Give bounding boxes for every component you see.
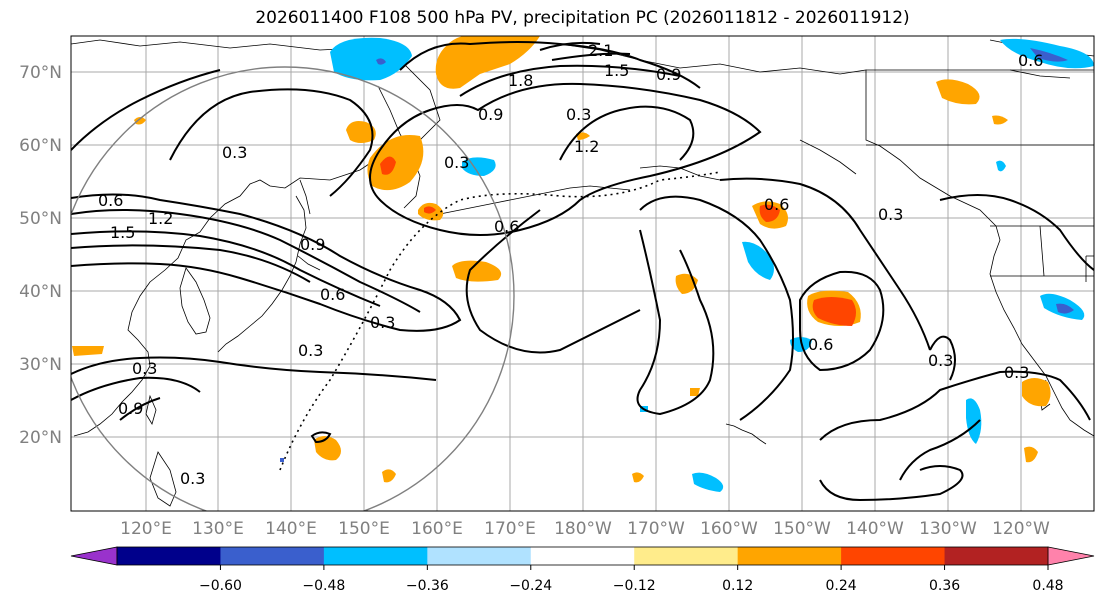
latitude-labels: 70°N 60°N 50°N 40°N 30°N 20°N xyxy=(19,63,62,448)
lon-label: 140°W xyxy=(846,519,904,539)
lon-label: 150°W xyxy=(773,519,831,539)
contour-label: 1.2 xyxy=(574,137,599,156)
colorbar-segment xyxy=(737,547,842,565)
lon-label: 130°W xyxy=(919,519,977,539)
contour-label: 0.9 xyxy=(478,105,503,124)
lon-label: 170°W xyxy=(627,519,685,539)
contour-label: 2.1 xyxy=(588,41,613,60)
colorbar-segment xyxy=(841,547,946,565)
lon-label: 120°W xyxy=(992,519,1050,539)
dotted-track xyxy=(279,171,721,471)
lon-label: 160°W xyxy=(700,519,758,539)
colorbar-segment xyxy=(427,547,532,565)
colorbar-segment xyxy=(530,547,635,565)
colorbar-tick-label: 0.24 xyxy=(826,578,857,594)
lat-label: 70°N xyxy=(19,63,62,83)
contour-label: 0.3 xyxy=(928,351,953,370)
lon-label: 170°E xyxy=(484,519,536,539)
lat-label: 40°N xyxy=(19,282,62,302)
pv-contours xyxy=(71,41,1094,502)
contour-label: 0.6 xyxy=(1018,51,1043,70)
colorbar-tick-label: −0.36 xyxy=(406,578,449,594)
colorbar-over-triangle xyxy=(1047,546,1095,566)
colorbar-tick-label: −0.24 xyxy=(509,578,552,594)
gridlines xyxy=(71,36,1094,511)
contour-label: 0.9 xyxy=(656,65,681,84)
colorbar-tick-label: 0.36 xyxy=(929,578,960,594)
colorbar-tick-label: −0.60 xyxy=(199,578,242,594)
contour-label: 0.3 xyxy=(878,205,903,224)
contour-label: 0.9 xyxy=(118,399,143,418)
colorbar-tick-label: −0.48 xyxy=(302,578,345,594)
lat-label: 30°N xyxy=(19,355,62,375)
contour-labels: 2.1 1.8 1.5 1.2 0.9 0.6 1.2 1.5 0.9 0.6 … xyxy=(98,41,1043,488)
colorbar-segment xyxy=(117,547,221,565)
contour-label: 0.3 xyxy=(180,469,205,488)
colorbar-segment xyxy=(220,547,325,565)
lat-label: 60°N xyxy=(19,136,62,156)
lat-label: 50°N xyxy=(19,209,62,229)
colorbar-under-triangle xyxy=(70,546,118,566)
lon-label: 140°E xyxy=(265,519,317,539)
lon-label: 160°E xyxy=(411,519,463,539)
longitude-labels: 120°E 130°E 140°E 150°E 160°E 170°E 180°… xyxy=(120,519,1050,539)
contour-label: 0.9 xyxy=(300,235,325,254)
contour-label: 0.6 xyxy=(764,195,789,214)
contour-label: 0.6 xyxy=(494,217,519,236)
range-circle xyxy=(71,66,515,511)
coastlines xyxy=(71,39,1094,507)
colorbar-tick-label: −0.12 xyxy=(613,578,656,594)
colorbar-tick-label: 0.12 xyxy=(722,578,753,594)
lon-label: 130°E xyxy=(192,519,244,539)
contour-label: 0.3 xyxy=(566,105,591,124)
contour-label: 0.6 xyxy=(98,191,123,210)
contour-label: 1.5 xyxy=(110,223,135,242)
contour-label: 1.8 xyxy=(508,71,533,90)
contour-label: 0.3 xyxy=(444,153,469,172)
colorbar: −0.60 −0.48 −0.36 −0.24 −0.12 0.12 0.24 0.36 0.4… xyxy=(70,546,1095,594)
contour-label: 0.3 xyxy=(222,143,247,162)
contour-label: 0.6 xyxy=(320,285,345,304)
chart-title: 2026011400 F108 500 hPa PV, precipitatio… xyxy=(255,8,910,28)
colorbar-outline xyxy=(116,546,1049,566)
colorbar-segment xyxy=(323,547,428,565)
contour-label: 1.5 xyxy=(604,61,629,80)
contour-label: 0.3 xyxy=(298,341,323,360)
colorbar-tick-label: 0.48 xyxy=(1032,578,1063,594)
lat-label: 20°N xyxy=(19,428,62,448)
lon-label: 180°W xyxy=(554,519,612,539)
colorbar-segment xyxy=(944,547,1049,565)
map-border xyxy=(70,35,1095,512)
contour-label: 0.3 xyxy=(1004,363,1029,382)
colorbar-segment xyxy=(634,547,739,565)
lon-label: 150°E xyxy=(338,519,390,539)
lon-label: 120°E xyxy=(120,519,172,539)
contour-label: 1.2 xyxy=(148,209,173,228)
contour-label: 0.6 xyxy=(808,335,833,354)
contour-label: 0.3 xyxy=(132,359,157,378)
contour-label: 0.3 xyxy=(370,313,395,332)
